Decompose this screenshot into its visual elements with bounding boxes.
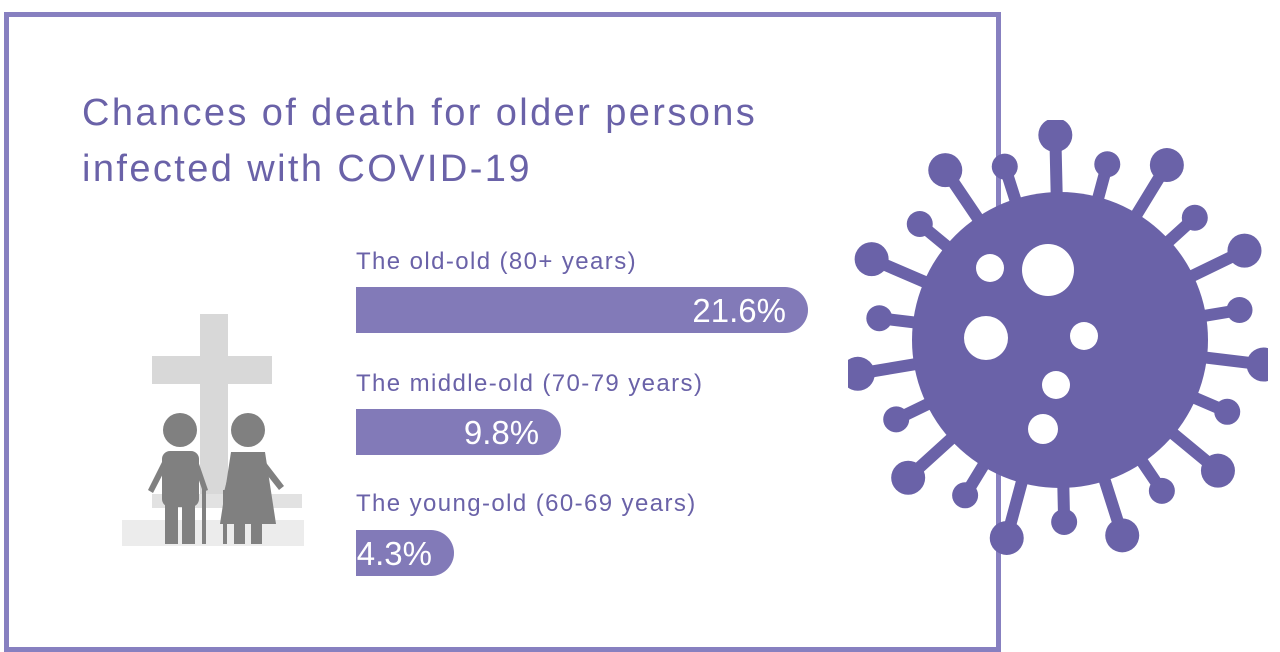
bar-category-label: The young-old (60-69 years) [356,490,697,517]
bar-category-label: The middle-old (70-79 years) [356,370,704,397]
bar: 9.8% [356,409,562,455]
grave-cross-icon [152,314,272,499]
bar-value-label: 21.6% [692,292,786,329]
elderly-man-icon [148,413,208,544]
bar-chart: The old-old (80+ years) 21.6% The middle-o… [356,248,808,576]
title-line-2: infected with COVID-19 [82,148,532,190]
title-line-1: Chances of death for older persons [82,92,758,134]
chart-title: Chances of death for older persons infec… [82,85,757,197]
bar: 21.6% [356,287,808,333]
bar-value-label: 4.3% [356,535,432,572]
bar-value-label: 9.8% [463,414,540,451]
coronavirus-icon [848,120,1268,555]
bar: 4.3% [356,530,454,576]
bar-category-label: The old-old (80+ years) [356,248,637,275]
virus-spots [964,244,1098,444]
elderly-woman-icon [220,413,284,544]
elderly-couple-at-grave-icon [122,314,304,546]
